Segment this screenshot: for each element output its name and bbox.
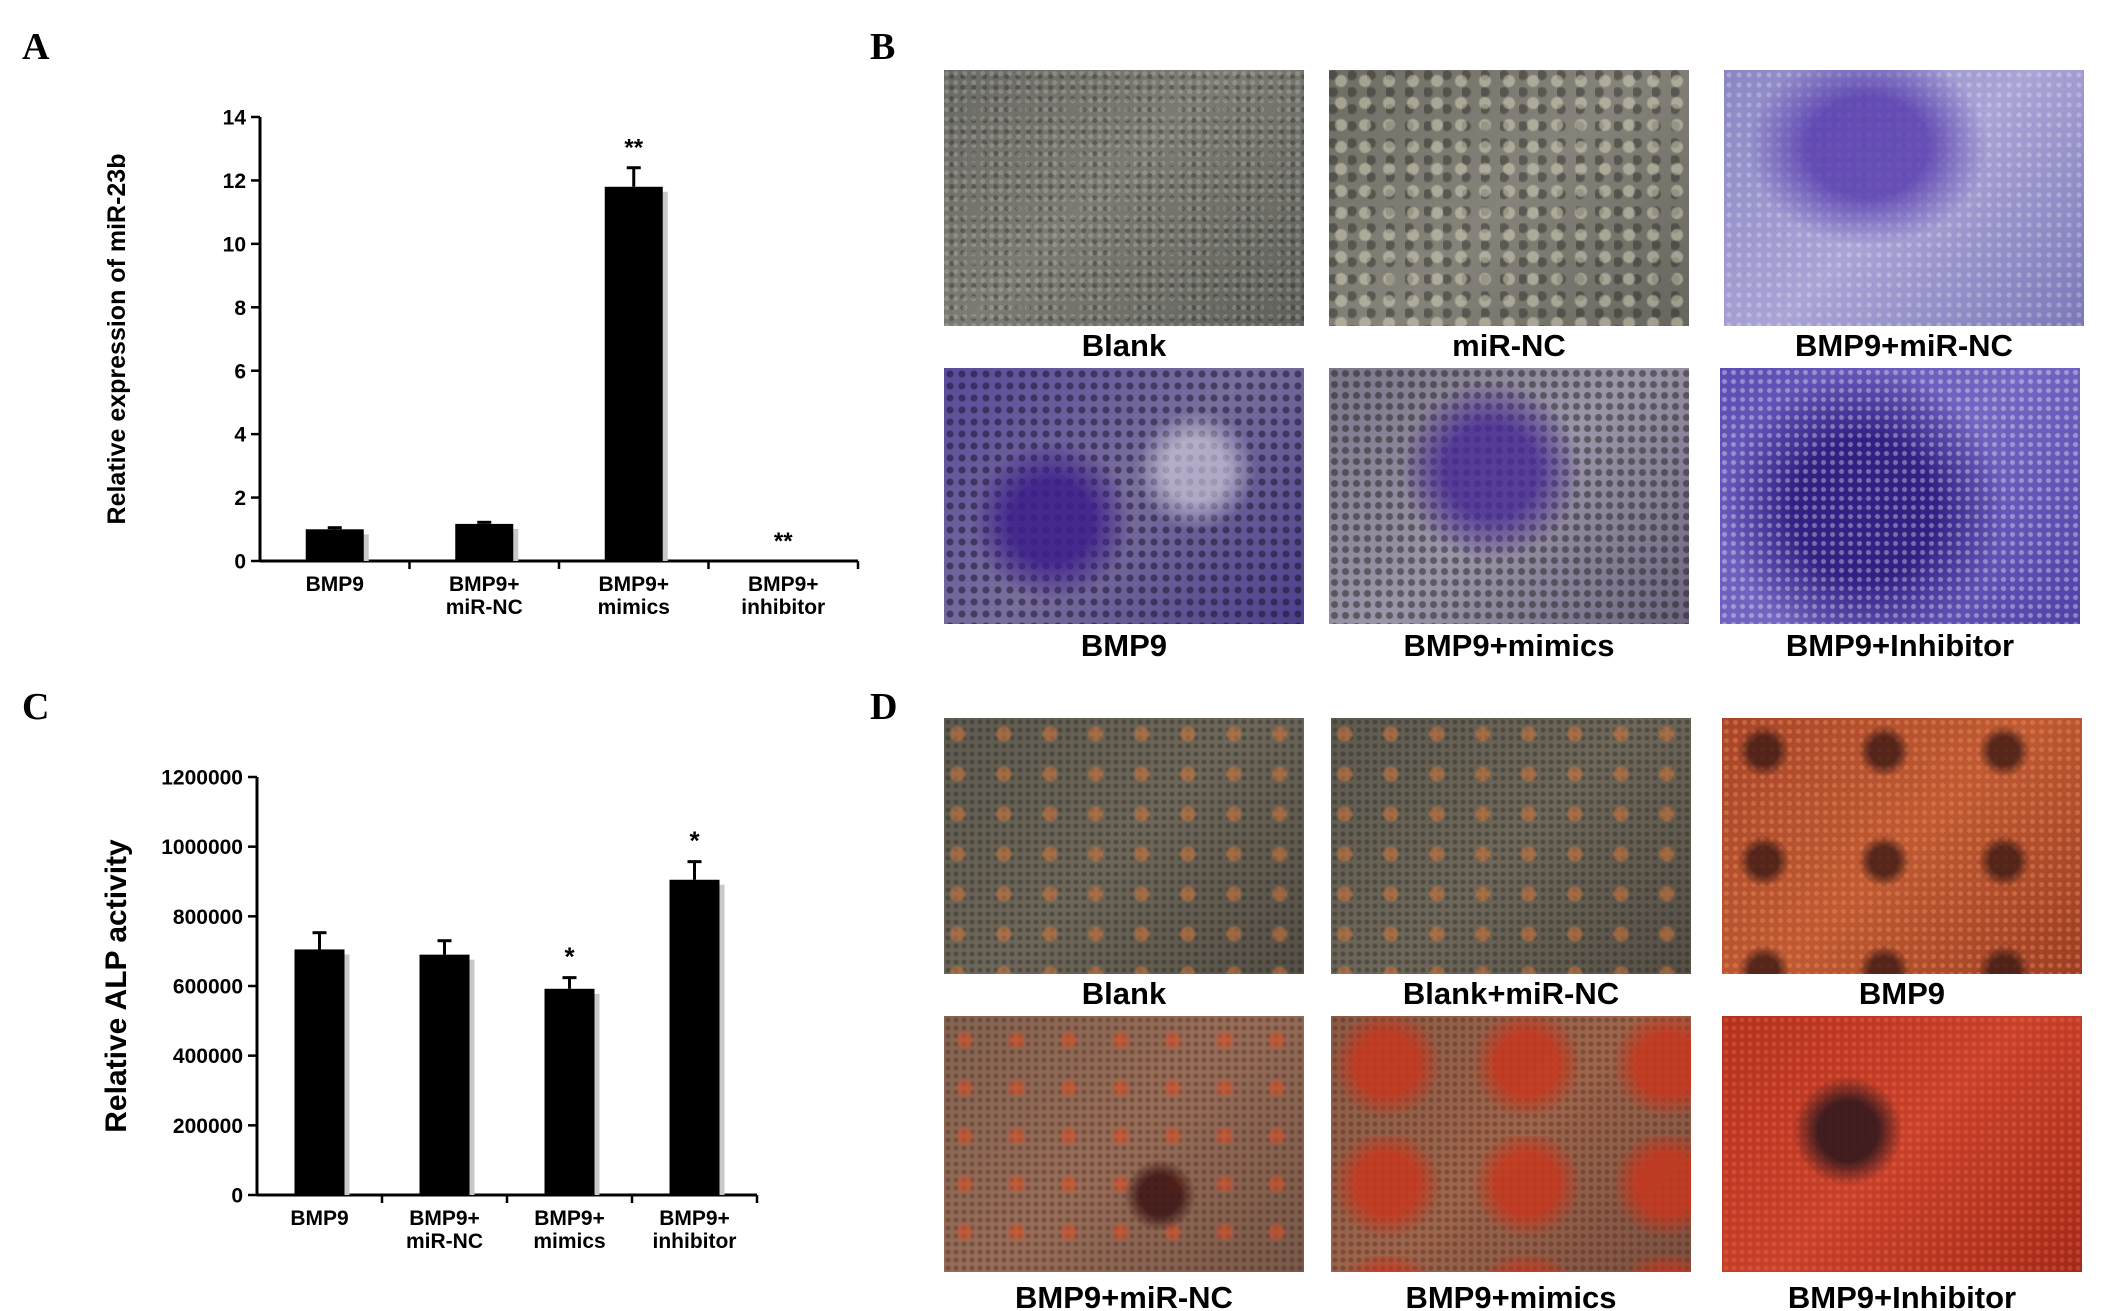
- caption-b-3: BMP9+miR-NC: [1795, 328, 2013, 363]
- chart-a-y-tick-label: 6: [234, 360, 246, 383]
- caption-d-5: BMP9+mimics: [1405, 1280, 1617, 1311]
- microscopy-purple-icon: [1720, 368, 2080, 624]
- chart-a-category-label: mimics: [598, 596, 670, 619]
- chart-a-y-tick-label: 4: [234, 424, 246, 447]
- microscopy-purple-icon: [1724, 70, 2084, 326]
- chart-a-y-tick-label: 2: [234, 487, 246, 510]
- caption-b-6: BMP9+Inhibitor: [1785, 628, 2015, 663]
- chart-c-category-label: BMP9: [290, 1207, 348, 1230]
- microscopy-purple-icon: [944, 368, 1304, 624]
- microscopy-red-icon: [1331, 718, 1691, 974]
- panel-letter-b: B: [870, 26, 896, 68]
- chart-c-category-label: BMP9+: [534, 1207, 605, 1230]
- chart-a-category-label: BMP9: [306, 573, 364, 596]
- chart-c-y-tick-label: 1000000: [161, 836, 243, 859]
- chart-c-y-tick-label: 1200000: [161, 767, 243, 790]
- caption-d-3: BMP9: [1858, 976, 1946, 1011]
- microscopy-gray-icon: [1329, 70, 1689, 326]
- chart-a-bar: [305, 529, 364, 561]
- chart-c-category-label: inhibitor: [653, 1230, 737, 1253]
- chart-a-category-label: BMP9+: [748, 573, 819, 596]
- chart-c-y-tick-label: 200000: [173, 1115, 243, 1138]
- chart-c-significance-label: *: [689, 826, 700, 856]
- chart-a-category-label: BMP9+: [449, 573, 520, 596]
- chart-a-bar: [455, 523, 514, 561]
- chart-c-y-tick-label: 800000: [173, 906, 243, 929]
- caption-b-5: BMP9+mimics: [1403, 628, 1615, 663]
- chart-c-category-label: BMP9+: [659, 1207, 730, 1230]
- chart-c-significance-label: *: [564, 942, 575, 972]
- chart-c-bar: [669, 879, 720, 1195]
- chart-a-category-label: miR-NC: [446, 596, 523, 619]
- chart-c-category-label: miR-NC: [406, 1230, 483, 1253]
- panel-letter-c: C: [22, 686, 50, 728]
- caption-b-2: miR-NC: [1452, 328, 1566, 363]
- chart-c: 0 200000 400000 600000 800000 1000000 1200000 B…: [100, 767, 759, 1253]
- microscopy-red-icon: [1722, 1016, 2082, 1272]
- panel-letter-a: A: [22, 26, 50, 68]
- caption-d-6: BMP9+Inhibitor: [1787, 1280, 2017, 1311]
- chart-c-category-label: BMP9+: [409, 1207, 480, 1230]
- chart-c-category-label: mimics: [533, 1230, 605, 1253]
- microscopy-red-icon: [1722, 718, 2082, 974]
- chart-a-y-tick-label: 8: [234, 297, 246, 320]
- chart-c-bar: [544, 988, 595, 1195]
- chart-a-category-label: inhibitor: [741, 596, 825, 619]
- caption-d-2: Blank+miR-NC: [1402, 976, 1620, 1011]
- chart-c-y-tick-label: 0: [231, 1185, 243, 1208]
- panel-letter-d: D: [870, 686, 898, 728]
- microscopy-purple-icon: [1329, 368, 1689, 624]
- chart-a-y-tick-label: 12: [223, 170, 246, 193]
- chart-a-category-label: BMP9+: [598, 573, 669, 596]
- chart-a-significance-label: **: [774, 528, 793, 555]
- caption-b-4: BMP9: [1080, 628, 1168, 663]
- chart-c-bar: [419, 954, 470, 1195]
- microscopy-gray-icon: [944, 70, 1304, 326]
- chart-c-y-tick-label: 600000: [173, 976, 243, 999]
- chart-c-bar: [294, 949, 345, 1195]
- chart-c-y-axis-title: Relative ALP activity: [100, 839, 133, 1133]
- chart-a-bar: [604, 186, 663, 561]
- microscopy-red-icon: [944, 1016, 1304, 1272]
- caption-d-4: BMP9+miR-NC: [1015, 1280, 1233, 1311]
- chart-a-y-tick-label: 14: [223, 107, 247, 130]
- chart-a-y-tick-label: 0: [234, 551, 246, 574]
- caption-b-1: Blank: [1081, 328, 1167, 363]
- chart-c-y-tick-label: 400000: [173, 1045, 243, 1068]
- chart-a-y-tick-label: 10: [223, 233, 246, 256]
- caption-d-1: Blank: [1081, 976, 1167, 1011]
- microscopy-red-icon: [944, 718, 1304, 974]
- chart-a-y-axis-title: Relative expression of miR-23b: [103, 154, 131, 525]
- chart-a-significance-label: **: [624, 135, 643, 162]
- microscopy-red-icon: [1331, 1016, 1691, 1272]
